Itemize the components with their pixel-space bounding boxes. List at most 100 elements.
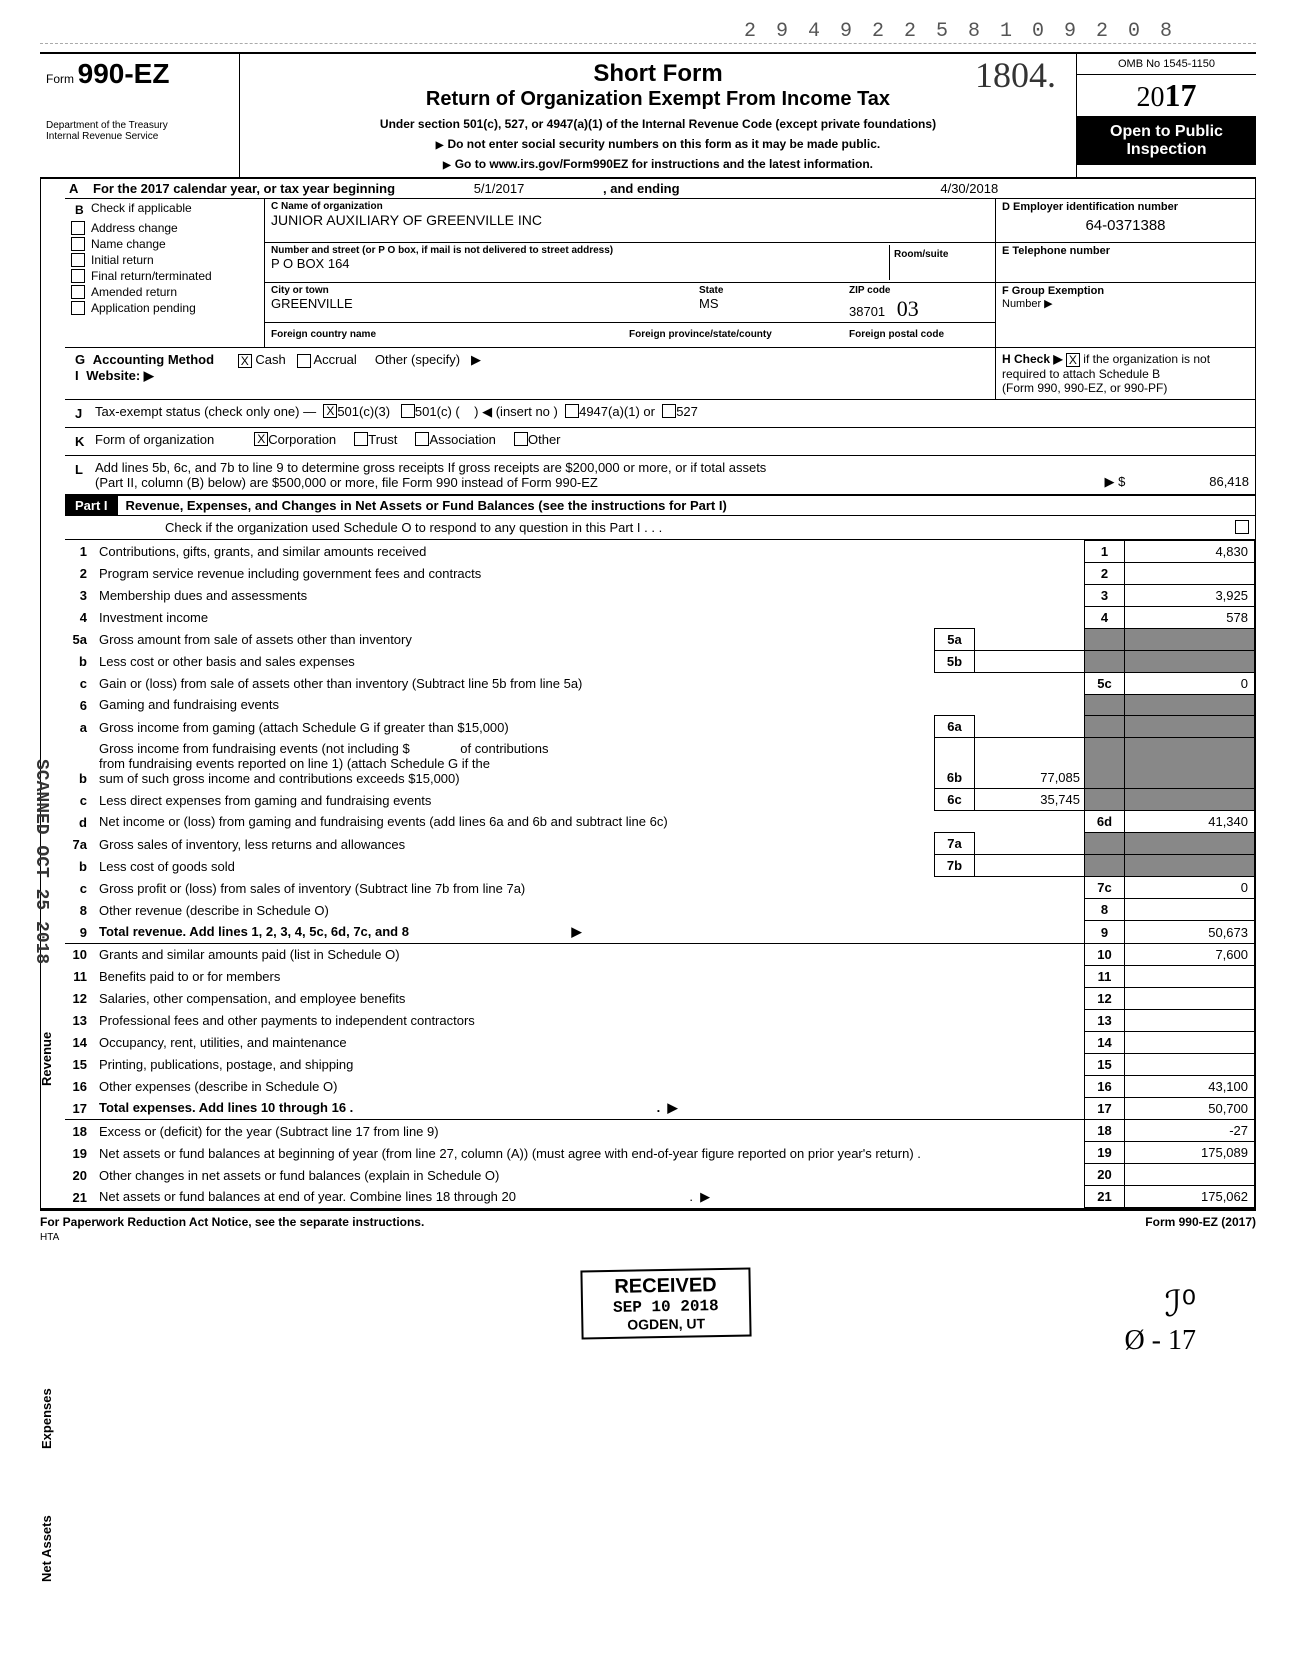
checkbox-527[interactable] [662,404,676,418]
line-5a-desc: Gross amount from sale of assets other t… [95,628,935,650]
year-prefix: 20 [1137,82,1165,113]
part-1-header: Part I Revenue, Expenses, and Changes in… [65,495,1255,516]
tax-year-end: 4/30/2018 [684,179,1255,198]
line-13-num: 13 [65,1009,95,1031]
line-12-box: 12 [1085,987,1125,1009]
line-6b-d1: Gross income from fundraising events (no… [99,741,410,756]
label-foreign-country: Foreign country name [271,329,376,340]
ein-value: 64-0371388 [1002,217,1249,234]
received-text: RECEIVED [613,1274,719,1299]
label-zip: ZIP code [849,285,983,296]
line-7c-desc: Gross profit or (loss) from sales of inv… [95,877,1085,899]
checkbox-4947[interactable] [565,404,579,418]
line-10-desc: Grants and similar amounts paid (list in… [95,943,1085,965]
checkbox-501c[interactable] [401,404,415,418]
org-state: MS [699,296,849,311]
line-14-desc: Occupancy, rent, utilities, and maintena… [95,1031,1085,1053]
checkbox-amended[interactable] [71,285,85,299]
side-label-expenses: Expenses [39,1359,54,1479]
line-16-box: 16 [1085,1075,1125,1097]
form-prefix: Form [46,72,74,86]
line-21-num: 21 [65,1186,95,1208]
line-7b-num: b [65,855,95,877]
org-info-block: B Check if applicable Address change Nam… [65,199,1255,348]
gross-receipts-value: 86,418 [1129,474,1249,489]
check-title: Check if applicable [91,201,192,219]
checkbox-501c3[interactable]: X [323,404,337,418]
checkbox-schedule-o[interactable] [1235,520,1249,534]
footer-paperwork: For Paperwork Reduction Act Notice, see … [40,1215,424,1229]
title-return: Return of Organization Exempt From Incom… [250,88,1066,111]
line-15-num: 15 [65,1053,95,1075]
line-7c-num: c [65,877,95,899]
org-address: P O BOX 164 [271,256,889,271]
checkbox-cash[interactable]: X [238,354,252,368]
line-1-num: 1 [65,540,95,562]
accrual-label: Accrual [313,352,356,367]
checkbox-address-change[interactable] [71,221,85,235]
checkbox-application-pending[interactable] [71,301,85,315]
line-l-text2: (Part II, column (B) below) are $500,000… [95,475,1069,490]
label-i: I [71,366,83,385]
form-of-org-label: Form of organization [95,432,214,451]
line-21-val: 175,062 [1125,1186,1255,1208]
line-13-desc: Professional fees and other payments to … [95,1009,1085,1031]
line-6b-box: 6b [935,738,975,789]
line-9-num: 9 [65,921,95,944]
line-16-desc: Other expenses (describe in Schedule O) [95,1075,1085,1097]
line-19-box: 19 [1085,1142,1125,1164]
label-e-phone: E Telephone number [1002,245,1249,257]
checkbox-other-org[interactable] [514,432,528,446]
line-11-val [1125,965,1255,987]
label-f-number: Number ▶ [1002,297,1249,310]
checkbox-initial-return[interactable] [71,253,85,267]
opt-501c3: 501(c)(3) [337,404,390,423]
checkbox-final-return[interactable] [71,269,85,283]
line-6d-box: 6d [1085,811,1125,833]
line-10-num: 10 [65,943,95,965]
check-col-b: B Check if applicable Address change Nam… [65,199,265,347]
line-g-h: G Accounting Method X Cash Accrual Other… [65,348,1255,400]
header-title-block: 1804. Short Form Return of Organization … [240,54,1076,177]
line-5c-box: 5c [1085,672,1125,694]
line-19-val: 175,089 [1125,1142,1255,1164]
open-line2: Inspection [1079,141,1254,159]
other-method-label: Other (specify) [375,352,460,367]
line-h-text3: (Form 990, 990-EZ, or 990-PF) [1002,381,1167,395]
opt-assoc: Association [429,432,495,451]
line-20-box: 20 [1085,1164,1125,1186]
org-right: D Employer identification number 64-0371… [995,199,1255,347]
part-1-subtitle: Check if the organization used Schedule … [165,520,1225,535]
checkbox-name-change[interactable] [71,237,85,251]
line-9-val: 50,673 [1125,921,1255,944]
checkbox-assoc[interactable] [415,432,429,446]
line-3-num: 3 [65,584,95,606]
line-15-box: 15 [1085,1053,1125,1075]
org-mid: C Name of organization JUNIOR AUXILIARY … [265,199,995,347]
check-final-return: Final return/terminated [91,269,212,283]
checkbox-h[interactable]: X [1066,353,1080,367]
line-a: A For the 2017 calendar year, or tax yea… [65,179,1255,199]
line-11-desc: Benefits paid to or for members [95,965,1085,987]
handwritten-bottom: Ø - 17 [1124,1325,1196,1356]
checkbox-accrual[interactable] [297,354,311,368]
label-b: B [71,201,91,219]
org-city: GREENVILLE [271,296,699,311]
line-3-val: 3,925 [1125,584,1255,606]
tax-year: 2017 [1077,75,1256,117]
checkbox-trust[interactable] [354,432,368,446]
line-20-val [1125,1164,1255,1186]
line-19-num: 19 [65,1142,95,1164]
line-5b-sval [975,650,1085,672]
label-k: K [71,432,95,451]
line-17-desc: Total expenses. Add lines 10 through 16 … [99,1100,353,1115]
line-6d-val: 41,340 [1125,811,1255,833]
org-name: JUNIOR AUXILIARY OF GREENVILLE INC [271,212,989,228]
line-15-val [1125,1053,1255,1075]
line-8-val [1125,899,1255,921]
accounting-method-label: Accounting Method [93,352,214,367]
line-6d-num: d [65,811,95,833]
checkbox-corp[interactable]: X [254,432,268,446]
line-15-desc: Printing, publications, postage, and shi… [95,1053,1085,1075]
line-19-desc: Net assets or fund balances at beginning… [95,1142,1085,1164]
